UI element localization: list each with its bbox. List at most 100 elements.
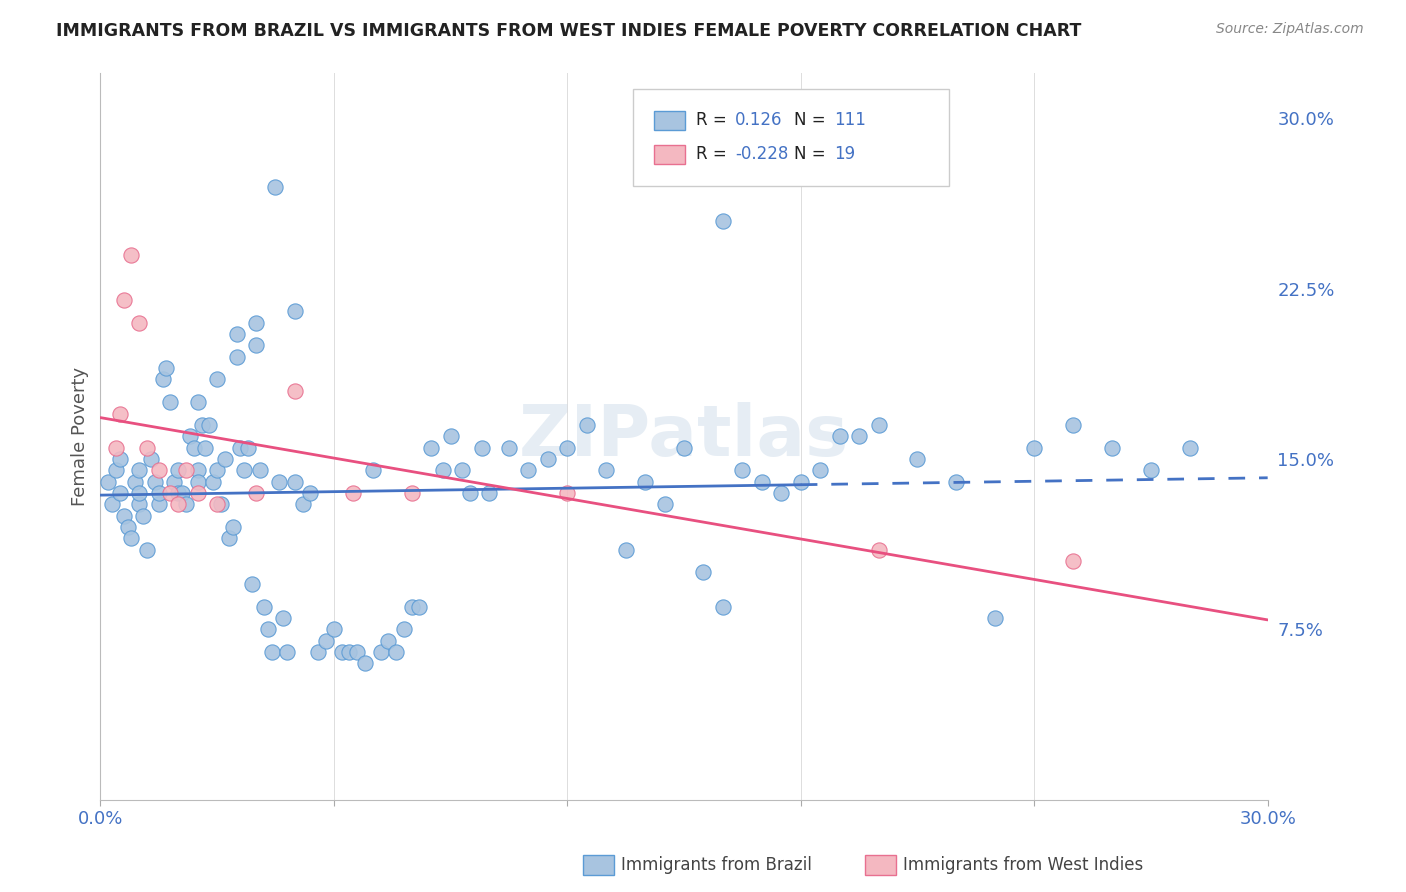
Point xyxy=(264,179,287,194)
Point xyxy=(1062,417,1084,432)
Text: R =: R = xyxy=(696,145,733,163)
Point xyxy=(108,486,131,500)
Point xyxy=(291,497,314,511)
Point xyxy=(555,486,578,500)
Point xyxy=(152,372,174,386)
Point xyxy=(187,486,209,500)
Point xyxy=(155,361,177,376)
Point xyxy=(711,599,734,614)
Point xyxy=(269,475,291,489)
Point xyxy=(128,486,150,500)
Y-axis label: Female Poverty: Female Poverty xyxy=(72,367,89,506)
Point xyxy=(190,417,212,432)
Point xyxy=(205,463,228,477)
Point xyxy=(432,463,454,477)
Point xyxy=(218,532,240,546)
Point xyxy=(354,657,377,671)
Point xyxy=(401,599,423,614)
Point xyxy=(132,508,155,523)
Point xyxy=(868,417,890,432)
Point xyxy=(121,532,143,546)
Point xyxy=(361,463,384,477)
Point xyxy=(112,293,135,307)
Point xyxy=(253,599,276,614)
Point xyxy=(205,497,228,511)
Point xyxy=(330,645,353,659)
Point xyxy=(276,645,298,659)
Point xyxy=(868,542,890,557)
Text: -0.228: -0.228 xyxy=(735,145,789,163)
Point xyxy=(167,463,190,477)
Text: 111: 111 xyxy=(834,112,866,129)
Point xyxy=(108,407,131,421)
Point xyxy=(307,645,329,659)
Point xyxy=(478,486,501,500)
Point xyxy=(214,452,236,467)
Text: R =: R = xyxy=(696,112,733,129)
Point xyxy=(575,417,598,432)
Point xyxy=(377,633,399,648)
Point xyxy=(233,463,256,477)
Point xyxy=(1024,441,1046,455)
Point xyxy=(225,350,247,364)
Point xyxy=(731,463,754,477)
Point xyxy=(136,441,159,455)
Point xyxy=(299,486,322,500)
Point xyxy=(174,497,197,511)
Point xyxy=(148,486,170,500)
Point xyxy=(108,452,131,467)
Point xyxy=(148,463,170,477)
Point xyxy=(260,645,283,659)
Point xyxy=(498,441,520,455)
Point xyxy=(595,463,617,477)
Point xyxy=(117,520,139,534)
Point xyxy=(245,338,267,352)
Point xyxy=(139,452,162,467)
Point xyxy=(128,497,150,511)
Point xyxy=(271,611,294,625)
Point xyxy=(1101,441,1123,455)
Point xyxy=(240,577,263,591)
Point xyxy=(187,475,209,489)
Point xyxy=(770,486,793,500)
Point xyxy=(439,429,461,443)
Point xyxy=(170,486,193,500)
Point xyxy=(249,463,271,477)
Point xyxy=(202,475,225,489)
Point xyxy=(1140,463,1163,477)
Text: 0.126: 0.126 xyxy=(735,112,783,129)
Point xyxy=(159,395,181,409)
Text: Source: ZipAtlas.com: Source: ZipAtlas.com xyxy=(1216,22,1364,37)
Point xyxy=(128,463,150,477)
Point xyxy=(711,213,734,227)
Point xyxy=(245,316,267,330)
Point xyxy=(121,247,143,261)
Point xyxy=(187,395,209,409)
Point xyxy=(984,611,1007,625)
Point xyxy=(408,599,430,614)
Point xyxy=(229,441,252,455)
Point xyxy=(654,497,676,511)
Point xyxy=(401,486,423,500)
Point xyxy=(385,645,408,659)
Point xyxy=(209,497,232,511)
Point xyxy=(945,475,967,489)
Point xyxy=(451,463,474,477)
Text: N =: N = xyxy=(794,145,831,163)
Point xyxy=(907,452,929,467)
Text: ZIPatlas: ZIPatlas xyxy=(519,401,849,471)
Point xyxy=(187,463,209,477)
Point xyxy=(167,486,190,500)
Text: Immigrants from West Indies: Immigrants from West Indies xyxy=(903,856,1143,874)
Point xyxy=(104,441,127,455)
Point xyxy=(104,463,127,477)
Point xyxy=(751,475,773,489)
Point xyxy=(828,429,851,443)
Text: 19: 19 xyxy=(834,145,855,163)
Point xyxy=(1062,554,1084,568)
Point xyxy=(101,497,124,511)
Point xyxy=(284,384,307,398)
Point xyxy=(256,622,278,636)
Point xyxy=(614,542,637,557)
Point xyxy=(370,645,392,659)
